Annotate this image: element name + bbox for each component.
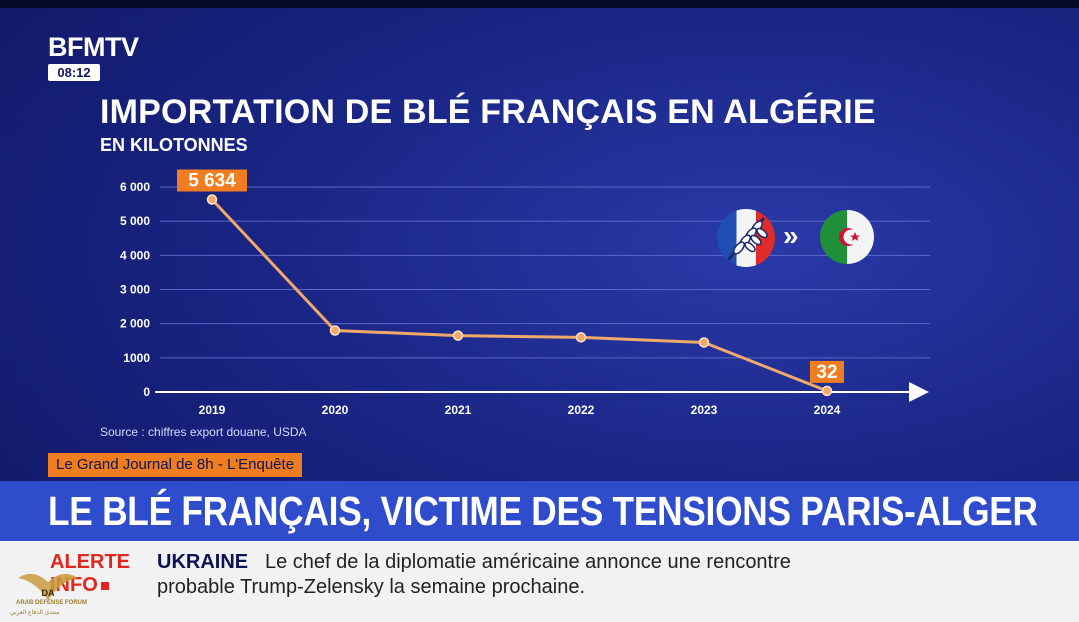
ticker-keyword: UKRAINE (157, 551, 249, 573)
data-label-box (177, 169, 247, 192)
data-label: 32 (816, 362, 837, 383)
data-point (821, 385, 833, 397)
clock: 08:12 (48, 64, 100, 81)
data-point (452, 330, 464, 341)
x-tick-label: 2021 (445, 403, 472, 417)
y-tick-label: 2 000 (120, 317, 150, 331)
data-label-box (810, 360, 844, 383)
data-label: 5 634 (188, 171, 236, 192)
y-tick-label: 0 (143, 385, 150, 399)
y-tick-label: 3 000 (120, 283, 150, 297)
watermark-initials: DA (42, 588, 55, 598)
france-wheat-flag-icon (717, 209, 775, 267)
top-bar (0, 0, 1079, 8)
algeria-flag-icon (820, 210, 874, 264)
ticker-text-line2: probable Trump-Zelensky la semaine proch… (157, 576, 585, 598)
x-tick-label: 2024 (814, 403, 841, 417)
y-tick-label: 5 000 (120, 214, 150, 228)
watermark-line2: منتدى الدفاع العربي (10, 610, 60, 616)
data-point (698, 337, 710, 348)
channel-logo: BFMTV (48, 32, 139, 62)
line-chart: 0 1000 2 000 3 000 4 000 5 000 6 000 2019 2020 2… (120, 169, 930, 417)
y-tick-label: 6 000 (120, 180, 150, 194)
y-tick-label: 1000 (123, 351, 150, 365)
series-line (210, 198, 828, 393)
x-tick-label: 2019 (199, 403, 226, 417)
headline: LE BLÉ FRANÇAIS, VICTIME DES TENSIONS PA… (48, 488, 1038, 534)
headline-banner (0, 481, 1079, 541)
chart-source: Source : chiffres export douane, USDA (100, 425, 307, 439)
alert-dot-icon (100, 582, 109, 590)
data-point (206, 194, 218, 205)
watermark-logo: DA (18, 573, 78, 600)
x-tick-label: 2023 (691, 403, 718, 417)
news-ticker (0, 541, 1079, 622)
alert-label: ALERTE (50, 551, 130, 573)
chart-title: IMPORTATION DE BLÉ FRANÇAIS EN ALGÉRIE (100, 93, 876, 131)
ticker-text-line1: Le chef de la diplomatie américaine anno… (265, 551, 791, 573)
data-point (329, 325, 341, 336)
data-point (575, 332, 587, 343)
watermark-line1: ARAB DEFENSE FORUM (16, 600, 88, 606)
program-label: Le Grand Journal de 8h - L'Enquête (48, 453, 303, 477)
arrows-icon: » (783, 220, 799, 251)
x-tick-label: 2020 (322, 403, 349, 417)
chart-subtitle: EN KILOTONNES (100, 135, 248, 155)
x-tick-label: 2022 (568, 403, 595, 417)
y-tick-label: 4 000 (120, 248, 150, 262)
